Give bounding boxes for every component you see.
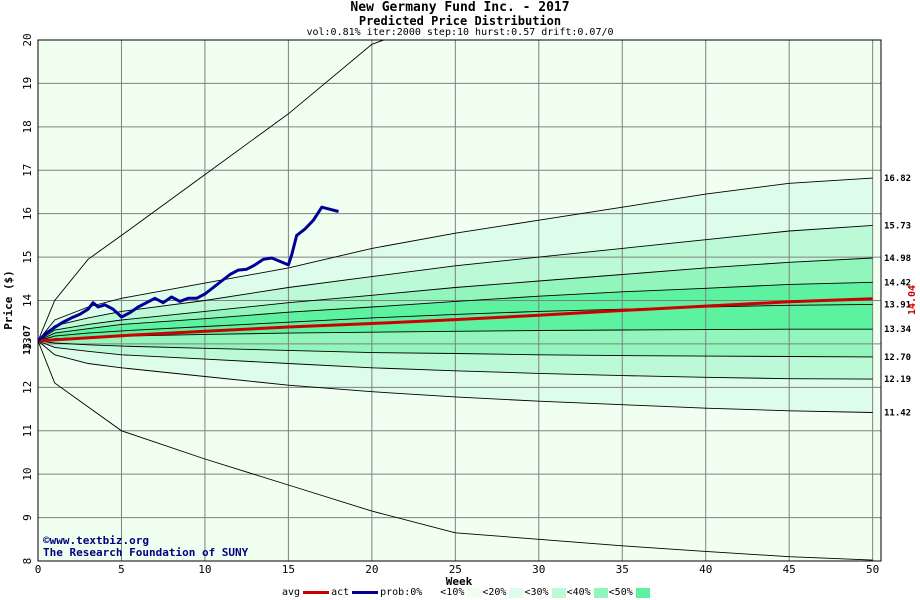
legend-band-0-swatch [425, 587, 440, 598]
data-series [38, 205, 873, 343]
legend-band-1-label: <10% [440, 587, 465, 598]
y-tick-label: 9 [21, 514, 34, 521]
organization-credit: The Research Foundation of SUNY [43, 546, 249, 559]
end-percentile-label: 14.98 [884, 254, 911, 264]
avg-series-line [38, 297, 873, 343]
end-percentile-label: 14.42 [884, 278, 911, 288]
legend-prob-label: prob: [380, 587, 411, 598]
legend-band-3-label: <30% [524, 587, 549, 598]
chart-subtitle: Predicted Price Distribution [358, 14, 562, 28]
act-series-line [38, 205, 339, 342]
x-tick-label: 30 [532, 563, 545, 576]
x-axis-ticks: 0 5 10 15 20 25 30 35 40 45 50 [35, 563, 880, 576]
legend-band-4-swatch [593, 587, 608, 598]
chart-legend: avg act prob:0% <10% <20% <30% <40% <50% [282, 587, 651, 599]
website-credit: ©www.textbiz.org [43, 534, 149, 547]
end-percentile-label: 13.91 [884, 300, 911, 310]
x-axis-label: Week [446, 575, 473, 588]
legend-band-5-label: <50% [608, 587, 633, 598]
percentile-line [38, 257, 873, 342]
x-tick-label: 45 [783, 563, 796, 576]
end-percentile-label: 13.34 [884, 325, 912, 335]
x-tick-label: 5 [118, 563, 125, 576]
y-tick-label: 18 [21, 120, 34, 133]
y-tick-label: 11 [21, 424, 34, 437]
y-tick-label: 12 [21, 381, 34, 394]
start-price-label: 13.07 [22, 325, 33, 355]
y-tick-label: 13 [21, 337, 34, 350]
end-percentile-label: 15.73 [884, 221, 911, 231]
percentile-line [38, 340, 873, 561]
legend-band-5-swatch [635, 587, 650, 598]
y-tick-label: 15 [21, 250, 34, 263]
end-actual-price-label: 14.04 [907, 285, 918, 315]
legend-band-4-label: <40% [566, 587, 591, 598]
y-tick-label: 17 [21, 164, 34, 177]
y-tick-label: 10 [21, 468, 34, 481]
legend-band-2-swatch [509, 587, 524, 598]
x-tick-label: 40 [699, 563, 712, 576]
end-percentile-labels: 16.82 15.73 14.98 14.42 13.91 13.34 12.70 12.19… [884, 174, 912, 418]
end-percentile-label: 12.70 [884, 353, 911, 363]
x-tick-label: 50 [866, 563, 879, 576]
y-tick-label: 20 [21, 33, 34, 46]
y-tick-label: 16 [21, 207, 34, 220]
legend-band-2-label: <20% [482, 587, 507, 598]
legend-band-0-label: 0% [410, 587, 423, 598]
legend-band-3-swatch [551, 587, 566, 598]
legend-band-1-swatch [467, 587, 482, 598]
chart-title: New Germany Fund Inc. - 2017 [350, 0, 570, 15]
x-tick-label: 15 [282, 563, 295, 576]
legend-avg-swatch [303, 591, 330, 594]
end-percentile-label: 11.42 [884, 409, 911, 419]
legend-act-swatch [352, 591, 379, 594]
end-percentile-label: 16.82 [884, 174, 911, 184]
percentile-line [38, 281, 873, 342]
model-parameters: vol:0.81% iter:2000 step:10 hurst:0.57 d… [306, 27, 614, 38]
x-tick-label: 35 [616, 563, 629, 576]
percentile-line [38, 340, 873, 358]
x-tick-label: 0 [35, 563, 42, 576]
x-tick-label: 20 [365, 563, 378, 576]
legend-act-label: act [331, 587, 350, 598]
x-tick-label: 25 [449, 563, 462, 576]
y-axis-label: Price ($) [2, 270, 15, 330]
x-tick-label: 10 [198, 563, 211, 576]
percentile-line [38, 340, 873, 413]
y-tick-label: 8 [21, 558, 34, 565]
y-tick-label: 14 [21, 294, 34, 308]
legend-avg-label: avg [282, 587, 301, 598]
end-percentile-label: 12.19 [884, 375, 911, 385]
y-axis-ticks: 8 9 10 11 12 13 14 15 16 17 18 19 20 [21, 33, 34, 564]
percentile-line [38, 40, 386, 342]
y-tick-label: 19 [21, 77, 34, 90]
percentile-line [38, 340, 873, 380]
plot-frame [37, 39, 882, 562]
percentile-line [38, 224, 873, 342]
